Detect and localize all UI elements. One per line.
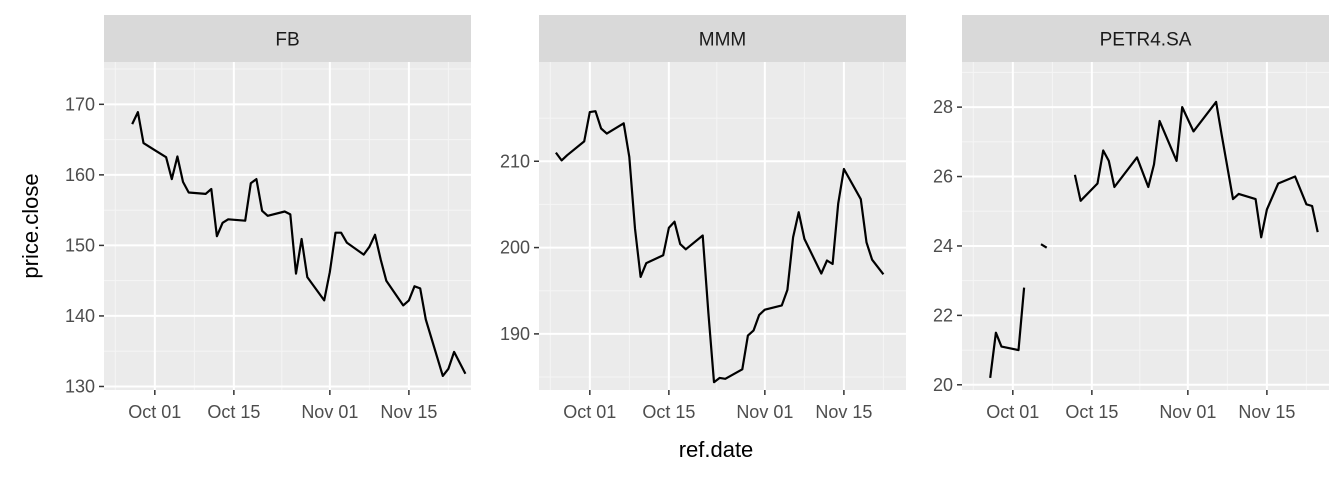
x-tick-label: Oct 15	[207, 402, 260, 422]
y-axis-title: price.close	[18, 173, 43, 278]
y-tick-label: 150	[65, 235, 95, 255]
y-tick-label: 24	[933, 236, 953, 256]
plot-background	[962, 62, 1329, 390]
y-tick-label: 130	[65, 376, 95, 396]
y-tick-label: 140	[65, 306, 95, 326]
x-tick-label: Oct 01	[128, 402, 181, 422]
price-line-petr4-sa	[1073, 100, 1319, 239]
x-tick-label: Nov 15	[1238, 402, 1295, 422]
x-tick-label: Oct 15	[642, 402, 695, 422]
price-line-fb	[131, 111, 467, 377]
x-tick-label: Oct 15	[1065, 402, 1118, 422]
x-tick-label: Nov 15	[815, 402, 872, 422]
x-tick-label: Oct 01	[563, 402, 616, 422]
y-tick-label: 170	[65, 94, 95, 114]
x-tick-label: Nov 01	[736, 402, 793, 422]
y-tick-label: 160	[65, 165, 95, 185]
y-tick-label: 22	[933, 305, 953, 325]
y-tick-label: 200	[500, 238, 530, 258]
facet-strip-label: FB	[275, 30, 299, 51]
facet-strip	[962, 15, 1329, 62]
x-axis-title: ref.date	[679, 437, 754, 462]
y-tick-label: 26	[933, 167, 953, 187]
x-tick-label: Nov 15	[380, 402, 437, 422]
plot-background	[104, 62, 471, 390]
x-tick-label: Oct 01	[986, 402, 1039, 422]
y-tick-label: 190	[500, 324, 530, 344]
y-tick-label: 20	[933, 375, 953, 395]
facet-strip-label: MMM	[699, 30, 746, 51]
price-line-mmm	[555, 110, 885, 384]
panel-mmm: MMM 190 200 210 Oct 01 Oct 15 Nov 01 Nov 15	[500, 15, 906, 422]
x-tick-label: Nov 01	[1159, 402, 1216, 422]
y-tick-label: 28	[933, 97, 953, 117]
price-line-petr4-sa	[989, 287, 1026, 379]
facet-strip-label: PETR4.SA	[1100, 30, 1192, 51]
panel-fb: FB 130 140 150 160 170 Oct 01 Oct 15 Nov 01 Nov 1…	[65, 15, 471, 422]
price-line-petr4-sa	[1040, 243, 1048, 249]
panel-petr4-sa: PETR4.SA 20 22 24 26 28 Oct 01 Oct 15 Nov 01 Nov …	[933, 15, 1329, 422]
x-tick-label: Nov 01	[301, 402, 358, 422]
chart-panels: FB 130 140 150 160 170 Oct 01 Oct 15 Nov 01 Nov 1…	[65, 15, 1329, 422]
facet-strip	[539, 15, 906, 62]
facet-strip	[104, 15, 471, 62]
y-tick-label: 210	[500, 151, 530, 171]
